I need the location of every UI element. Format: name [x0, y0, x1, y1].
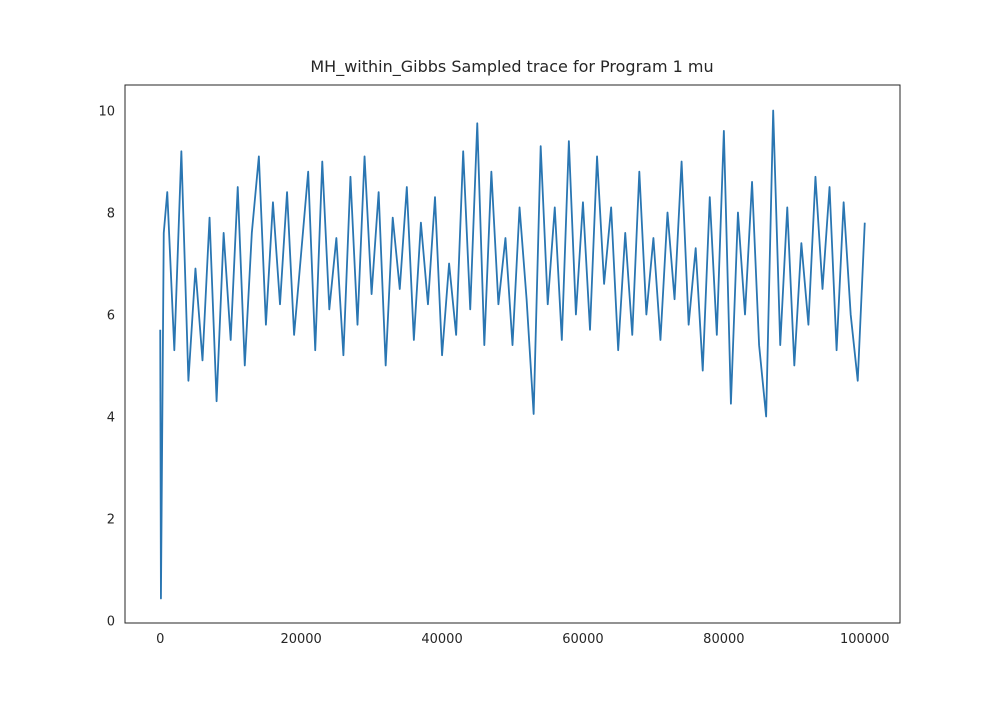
- x-tick-label: 100000: [840, 632, 890, 647]
- x-tick-label: 0: [156, 632, 164, 647]
- y-tick-label: 4: [107, 410, 115, 425]
- y-tick-label: 0: [107, 614, 115, 629]
- trace-line: [159, 109, 866, 600]
- y-tick-label: 6: [107, 308, 115, 323]
- plot-frame: [124, 84, 901, 624]
- x-tick-label: 40000: [421, 632, 462, 647]
- x-tick-label: 80000: [703, 632, 744, 647]
- x-tick-label: 60000: [562, 632, 603, 647]
- x-tick-label: 20000: [280, 632, 321, 647]
- y-tick-label: 2: [107, 512, 115, 527]
- y-tick-label: 8: [107, 206, 115, 221]
- y-tick-label: 10: [98, 104, 115, 119]
- chart-title: MH_within_Gibbs Sampled trace for Progra…: [310, 57, 713, 77]
